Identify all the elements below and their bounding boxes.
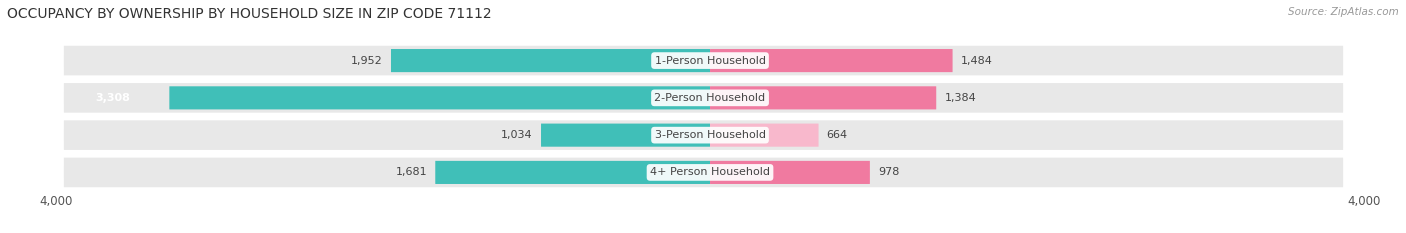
Text: 1,484: 1,484	[960, 56, 993, 65]
FancyBboxPatch shape	[63, 119, 1344, 151]
FancyBboxPatch shape	[169, 86, 710, 110]
FancyBboxPatch shape	[710, 161, 870, 184]
FancyBboxPatch shape	[63, 82, 1344, 114]
Text: 3-Person Household: 3-Person Household	[655, 130, 765, 140]
FancyBboxPatch shape	[710, 123, 818, 147]
Text: 1,384: 1,384	[945, 93, 976, 103]
Text: 978: 978	[879, 168, 900, 177]
Text: OCCUPANCY BY OWNERSHIP BY HOUSEHOLD SIZE IN ZIP CODE 71112: OCCUPANCY BY OWNERSHIP BY HOUSEHOLD SIZE…	[7, 7, 492, 21]
FancyBboxPatch shape	[710, 86, 936, 110]
Text: 1,681: 1,681	[395, 168, 427, 177]
Text: 4+ Person Household: 4+ Person Household	[650, 168, 770, 177]
Text: 1,952: 1,952	[352, 56, 382, 65]
FancyBboxPatch shape	[63, 45, 1344, 76]
Text: Source: ZipAtlas.com: Source: ZipAtlas.com	[1288, 7, 1399, 17]
Text: 1,034: 1,034	[501, 130, 533, 140]
FancyBboxPatch shape	[710, 49, 953, 72]
FancyBboxPatch shape	[63, 157, 1344, 188]
Text: 1-Person Household: 1-Person Household	[655, 56, 765, 65]
Text: 664: 664	[827, 130, 848, 140]
Text: 3,308: 3,308	[96, 93, 131, 103]
FancyBboxPatch shape	[391, 49, 710, 72]
FancyBboxPatch shape	[541, 123, 710, 147]
FancyBboxPatch shape	[436, 161, 710, 184]
Text: 2-Person Household: 2-Person Household	[654, 93, 766, 103]
